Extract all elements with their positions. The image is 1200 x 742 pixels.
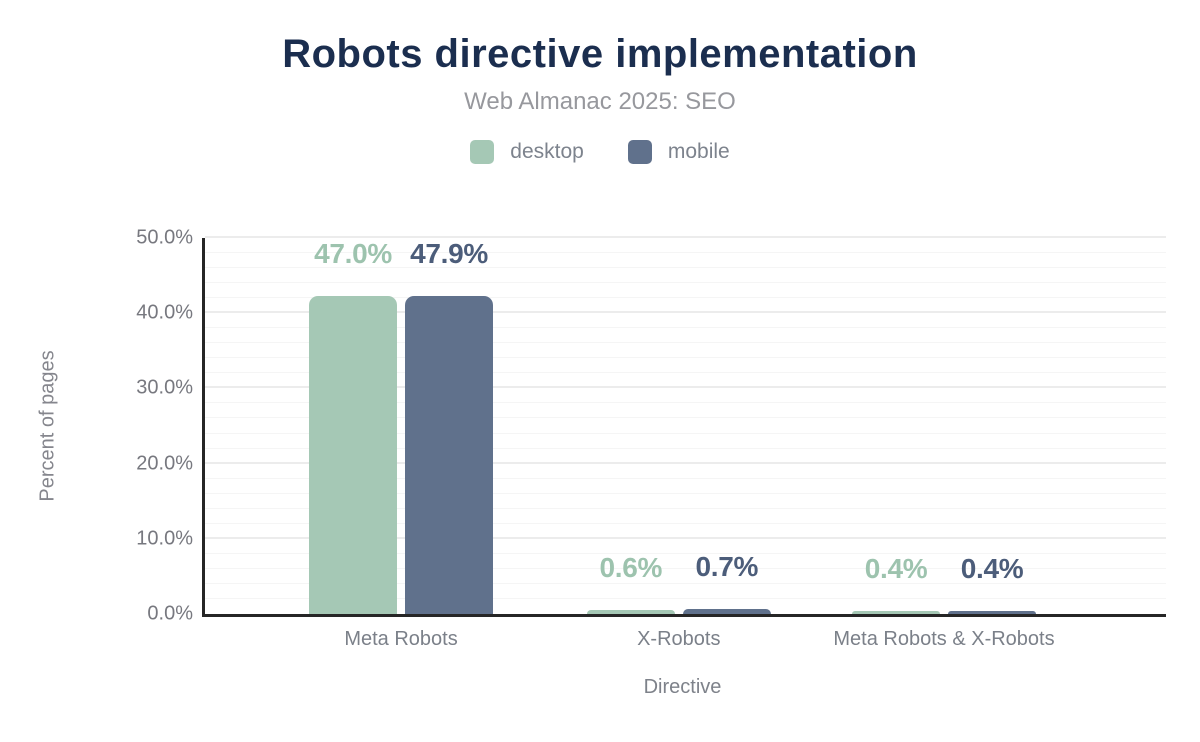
y-axis-title: Percent of pages — [36, 350, 59, 502]
legend: desktop mobile — [0, 140, 1200, 164]
bar-group-meta-and-x-robots: 0.4% 0.4% — [852, 238, 1036, 614]
bar-column: 0.4% — [852, 238, 940, 614]
chart-subtitle: Web Almanac 2025: SEO — [464, 88, 736, 115]
gridline — [205, 417, 1166, 419]
value-label-mobile-x-robots: 0.7% — [695, 550, 759, 582]
bar-group-x-robots: 0.6% 0.7% — [586, 238, 771, 614]
bar-mobile-x-robots — [682, 608, 771, 614]
legend-item-desktop[interactable]: desktop — [470, 140, 584, 164]
value-label-desktop-x-robots: 0.6% — [599, 551, 663, 583]
x-tick-meta-and-x-robots: Meta Robots & X-Robots — [833, 628, 1055, 650]
value-label-desktop-meta-and-x-robots: 0.4% — [864, 553, 928, 584]
mobile-swatch-icon — [627, 140, 652, 164]
gridline — [205, 372, 1166, 374]
desktop-swatch-icon — [470, 140, 495, 164]
value-label-desktop-meta-robots: 47.0% — [314, 238, 392, 269]
bar-desktop-meta-and-x-robots — [852, 611, 940, 614]
legend-label-desktop: desktop — [510, 140, 584, 163]
gridlines — [205, 236, 1166, 614]
gridline — [205, 536, 1166, 539]
x-tick-meta-robots: Meta Robots — [344, 628, 458, 650]
bar-group-meta-robots: 47.0% 47.9% — [309, 238, 494, 614]
gridline — [205, 282, 1166, 284]
y-axis-tick-labels: 0.0% 10.0% 20.0% 30.0% 40.0% 50.0% — [105, 227, 205, 625]
gridline — [205, 492, 1166, 494]
gridline — [205, 402, 1166, 404]
bar-column: 0.6% — [586, 238, 675, 614]
bar-desktop-meta-robots — [309, 296, 398, 614]
gridline — [205, 461, 1166, 464]
gridline — [205, 522, 1166, 524]
gridline — [205, 477, 1166, 479]
legend-item-mobile[interactable]: mobile — [627, 140, 730, 164]
bar-column: 47.0% — [309, 238, 398, 614]
gridline — [205, 597, 1166, 599]
y-tick-label: 20.0% — [136, 452, 193, 475]
gridline — [205, 236, 1166, 238]
chart-title: Robots directive implementation — [282, 32, 918, 76]
gridline — [205, 357, 1166, 359]
y-tick-label: 30.0% — [136, 376, 193, 399]
gridline — [205, 432, 1166, 434]
bar-mobile-meta-and-x-robots — [948, 611, 1036, 614]
gridline — [205, 386, 1166, 389]
bar-mobile-meta-robots — [405, 296, 494, 614]
gridline — [205, 447, 1166, 449]
gridline — [205, 582, 1166, 584]
gridline — [205, 311, 1166, 314]
gridline — [205, 552, 1166, 554]
gridline — [205, 252, 1166, 254]
y-tick-label: 0.0% — [147, 602, 193, 625]
y-tick-label: 40.0% — [136, 301, 193, 324]
y-tick-label: 10.0% — [136, 527, 193, 550]
gridline — [205, 507, 1166, 509]
bar-column: 47.9% — [405, 238, 494, 614]
value-label-mobile-meta-robots: 47.9% — [410, 238, 488, 269]
bar-column: 0.7% — [682, 238, 771, 614]
gridline — [205, 297, 1166, 299]
bar-column: 0.4% — [948, 238, 1036, 614]
gridline — [205, 342, 1166, 344]
y-tick-label: 50.0% — [136, 226, 193, 249]
x-tick-x-robots: X-Robots — [637, 628, 721, 650]
value-label-mobile-meta-and-x-robots: 0.4% — [960, 553, 1024, 584]
gridline — [205, 327, 1166, 329]
plot-area: 0.0% 10.0% 20.0% 30.0% 40.0% 50.0% 47.0% 47.9… — [136, 227, 1166, 650]
bar-desktop-x-robots — [586, 609, 675, 614]
gridline — [205, 567, 1166, 569]
gridline — [205, 267, 1166, 269]
x-axis-title: Directive — [643, 676, 722, 698]
legend-label-mobile: mobile — [667, 140, 730, 163]
